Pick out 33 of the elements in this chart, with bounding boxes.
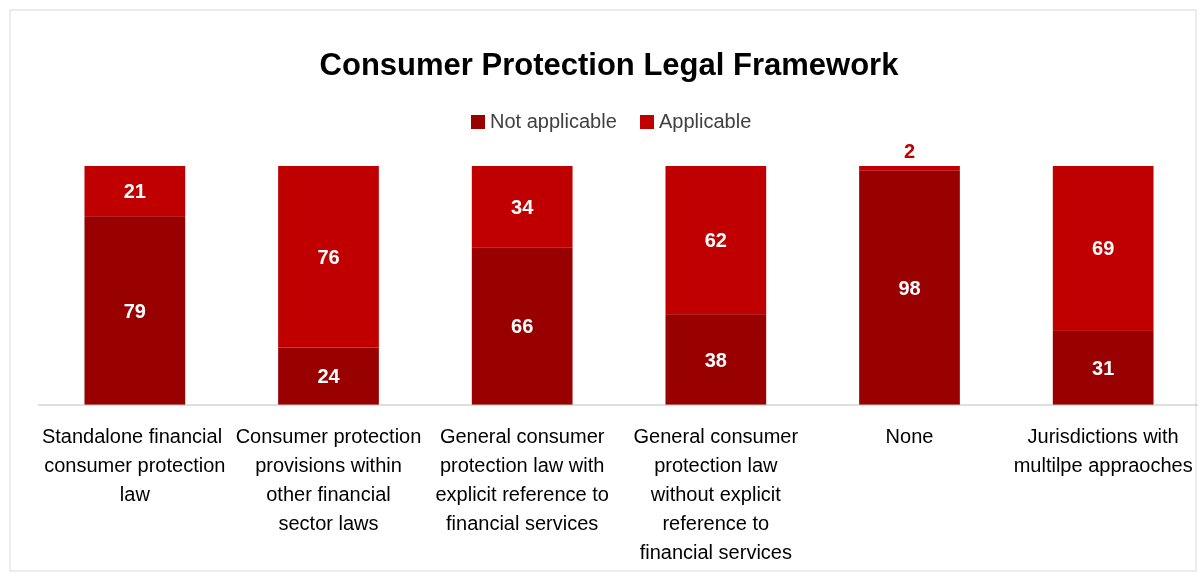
bar (278, 166, 379, 348)
data-label: 21 (123, 180, 146, 203)
bar (84, 216, 186, 405)
bar (1052, 166, 1154, 331)
bar (859, 166, 960, 171)
data-label: 31 (1092, 356, 1115, 379)
bar (859, 170, 960, 405)
data-label: 2 (903, 140, 916, 162)
data-label: 24 (317, 365, 341, 388)
x-tick-label: General consumer protection law without explicit reference to financial services (633, 425, 799, 563)
legend-label: Not applicable (490, 110, 617, 132)
x-tick-label: Standalone financial consumer protection law (41, 425, 228, 505)
data-label: 62 (704, 229, 727, 252)
bar (471, 247, 573, 405)
data-label: 76 (317, 245, 340, 268)
bar (471, 166, 573, 248)
data-label: 34 (511, 195, 535, 218)
data-label: 66 (511, 315, 534, 338)
x-tick-label: None (885, 425, 934, 447)
bar (1052, 330, 1154, 405)
legend-label: Applicable (659, 110, 752, 132)
bar (278, 347, 379, 405)
bar (84, 166, 186, 217)
bar (665, 166, 767, 315)
x-tick-label: General consumer protection law with explicit reference to financial services (435, 425, 609, 534)
x-tick-label: Jurisdictions with multilpe appraoches (1013, 425, 1193, 476)
chart-title: Consumer Protection Legal Framework (319, 47, 900, 82)
data-label: 79 (123, 299, 146, 322)
data-label: 38 (704, 348, 727, 371)
data-label: 98 (898, 276, 921, 299)
bar (665, 314, 767, 405)
data-label: 69 (1092, 237, 1115, 260)
x-tick-label: Consumer protection provisions within other financial sector laws (235, 425, 422, 534)
